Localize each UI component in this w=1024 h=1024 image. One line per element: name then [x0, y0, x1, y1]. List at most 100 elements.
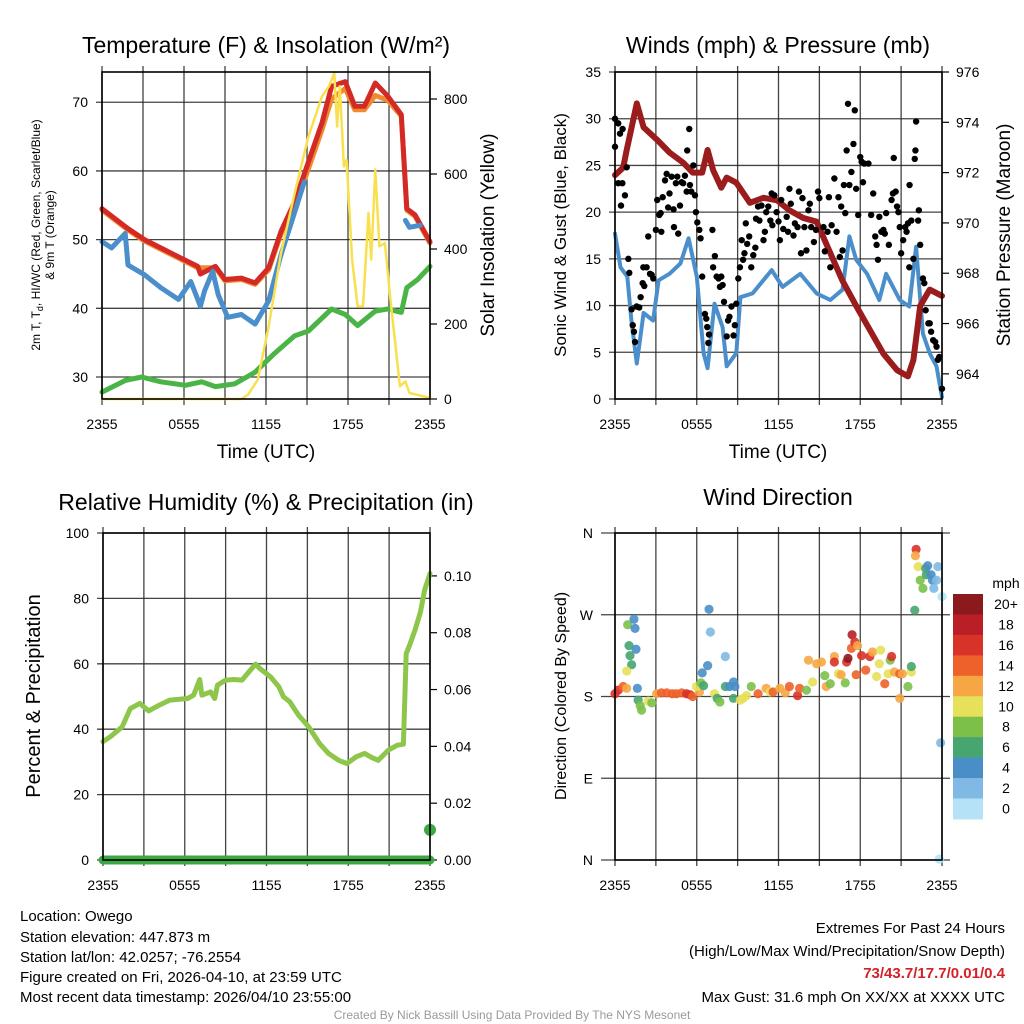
y-tick-label: 35 [585, 64, 601, 80]
wind-direction-point [933, 562, 943, 572]
series-line-solar-insolation [100, 71, 432, 401]
data-point [748, 264, 755, 271]
wind-direction-point [825, 679, 835, 689]
series-line-2m-t [99, 79, 433, 286]
wind-direction-point [903, 681, 913, 692]
data-point [850, 140, 857, 148]
x-tick-label: 1155 [763, 877, 793, 893]
data-point [699, 273, 706, 280]
wind-direction-point [861, 665, 871, 675]
data-point [697, 235, 704, 242]
data-point [730, 332, 737, 339]
y-axis-label-part: , HI/WC (Red, Green, Scarlet/Blue) [29, 119, 43, 306]
y-axis-label-part: d [35, 306, 45, 311]
data-point [881, 230, 888, 237]
data-point [910, 255, 917, 263]
data-point [806, 200, 814, 207]
wind-direction-point [913, 562, 923, 572]
y2-tick-label: 200 [444, 316, 468, 332]
data-point [703, 315, 710, 322]
x-tick-label: 2355 [87, 877, 118, 893]
wind-direction-point [874, 659, 884, 669]
data-point [652, 226, 660, 234]
y-tick-label: 60 [72, 163, 88, 179]
y-tick-label: 30 [72, 369, 88, 385]
data-point [718, 273, 725, 280]
x-axis-label: Time (UTC) [217, 442, 316, 463]
y2-tick-label: 0.02 [444, 795, 471, 811]
colorbar-label: mph [992, 575, 1019, 591]
data-point [794, 223, 801, 231]
max-gust: Max Gust: 31.6 mph On XX/XX at XXXX UTC [701, 989, 1005, 1006]
data-point [636, 304, 643, 311]
data-point [869, 190, 877, 197]
data-point [668, 173, 675, 180]
extremes-legend: (High/Low/Max Wind/Precipitation/Snow De… [689, 943, 1005, 960]
data-point [705, 339, 712, 347]
y2-tick-label: 400 [444, 241, 468, 257]
colorbar-level-label: 16 [998, 637, 1014, 653]
data-point [758, 202, 765, 209]
wind-direction-point [867, 647, 878, 657]
data-point [705, 331, 713, 338]
data-point [933, 343, 940, 350]
x-tick-label: 2355 [414, 416, 445, 432]
data-point [872, 233, 879, 240]
data-point [827, 264, 834, 271]
x-axis-label: Time (UTC) [729, 442, 828, 463]
data-point [617, 202, 625, 209]
wind-direction-point [923, 561, 933, 571]
chart-panel-2: 2355 0555 1155 1755 2355 0 5 10 15 20 25 30 35 964 966… [551, 32, 1015, 463]
data-point [629, 321, 636, 329]
data-point [626, 269, 633, 277]
footer-latlon: Station lat/lon: 42.0257; -76.2554 [20, 949, 242, 966]
data-point [736, 264, 744, 271]
wind-direction-point [704, 604, 714, 614]
wind-direction-point [915, 575, 925, 585]
data-point [852, 185, 860, 192]
data-point [915, 207, 923, 214]
extremes-title: Extremes For Past 24 Hours [815, 920, 1005, 937]
footer-recent-timestamp: Most recent data timestamp: 2026/04/10 2… [20, 989, 352, 1006]
data-point [763, 208, 770, 216]
colorbar-level-label: 20+ [994, 596, 1018, 612]
data-point [675, 230, 682, 237]
x-tick-label: 2355 [599, 877, 630, 893]
data-point [743, 240, 751, 248]
y2-tick-label: 968 [956, 265, 980, 281]
colorbar-swatch [953, 737, 983, 759]
data-point [787, 200, 794, 207]
wind-direction-point [886, 651, 897, 662]
y-tick-label: N [583, 525, 593, 541]
data-point [805, 207, 812, 214]
x-tick-label: 2355 [86, 416, 117, 432]
series-line-td [99, 263, 433, 395]
x-tick-label: 2355 [926, 416, 957, 432]
data-point [645, 233, 652, 240]
footer-elevation: Station elevation: 447.873 m [20, 929, 211, 946]
data-point [848, 168, 855, 176]
colorbar-level-label: 8 [1002, 719, 1010, 735]
y-tick-label: 0 [81, 852, 89, 868]
data-point [899, 236, 907, 244]
data-point [843, 147, 850, 154]
data-point [659, 193, 666, 201]
data-point [658, 228, 665, 235]
data-point [661, 177, 669, 184]
y2-axis-label: Station Pressure (Maroon) [994, 124, 1015, 347]
data-point [778, 196, 785, 204]
wind-direction-point [803, 655, 814, 665]
data-point [619, 125, 626, 133]
data-point [851, 107, 858, 114]
data-point [683, 188, 690, 195]
plot-frame [614, 71, 943, 400]
colorbar-level-label: 14 [998, 657, 1014, 673]
data-point [739, 256, 747, 263]
data-point [835, 193, 842, 201]
y-tick-label: 15 [585, 251, 601, 267]
y-tick-label: 5 [593, 344, 601, 360]
data-point [643, 264, 650, 271]
x-tick-label: 1155 [763, 416, 793, 432]
colorbar-level-label: 0 [1002, 801, 1010, 817]
data-point [799, 194, 806, 202]
